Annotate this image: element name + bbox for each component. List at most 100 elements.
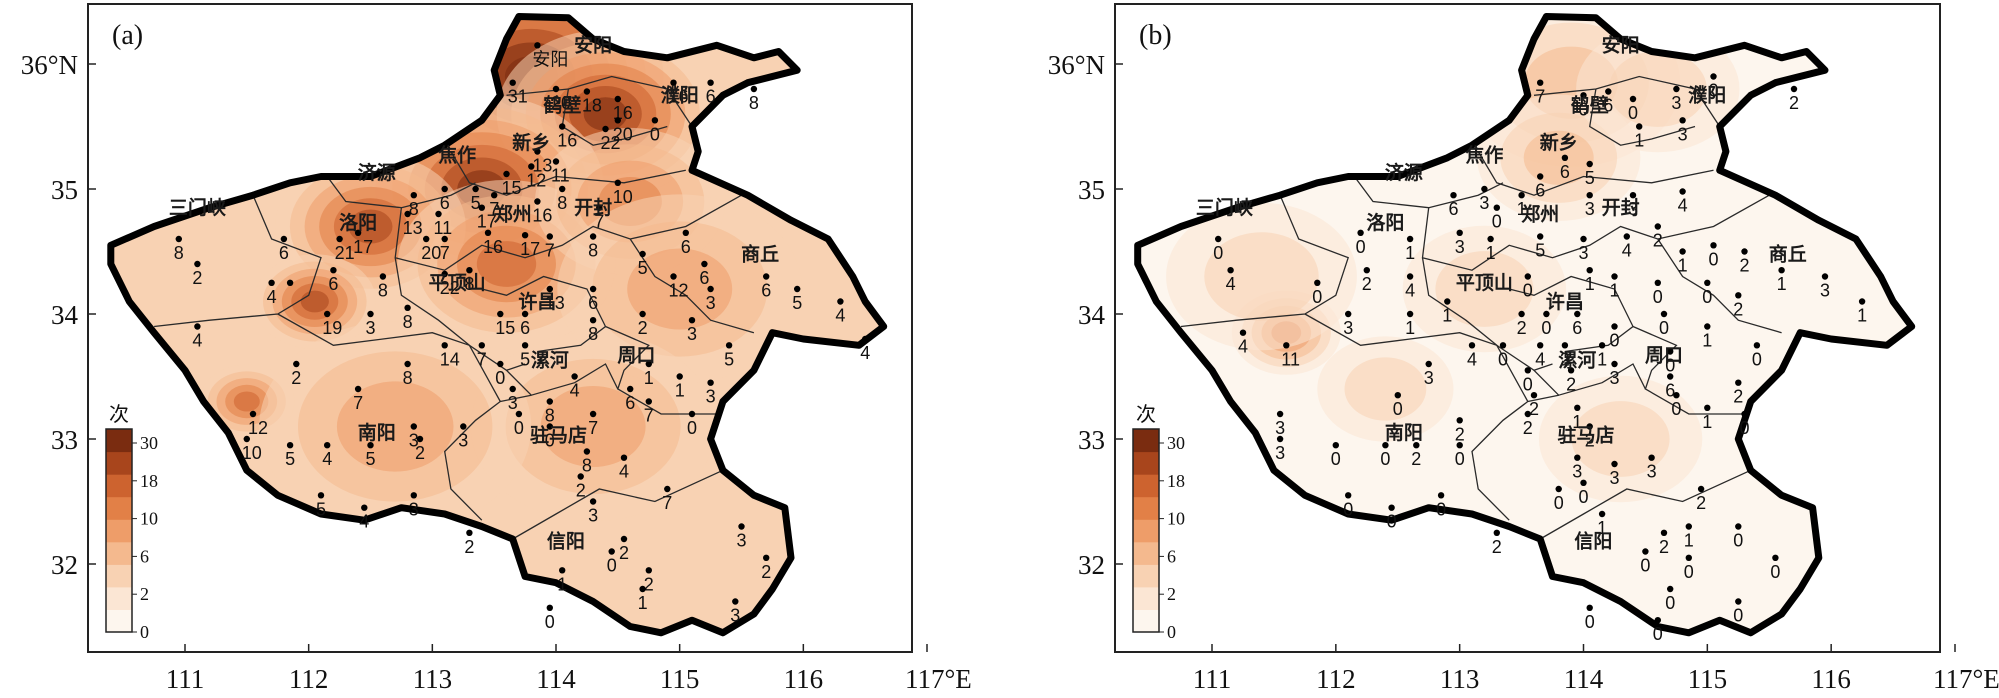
station-count: 0 [1213, 243, 1223, 263]
city-label: 濮阳 [1688, 84, 1726, 107]
station-count: 11 [551, 166, 570, 186]
station-count: 0 [1579, 487, 1589, 507]
station-dot [837, 298, 844, 305]
colorbar-segment [106, 496, 132, 520]
station-dot [521, 232, 529, 239]
prefecture-boundary [450, 151, 686, 196]
prefecture-boundary [394, 257, 470, 346]
colorbar-segment [106, 609, 132, 633]
station-count: 2 [576, 481, 586, 501]
station-dot [1741, 410, 1748, 418]
station-count: 1 [1684, 531, 1694, 551]
station-dot [441, 185, 448, 193]
station-dot [1667, 585, 1674, 593]
station-dot [1710, 73, 1717, 80]
station-dot [460, 423, 467, 430]
station-dot [1735, 523, 1742, 530]
station-dot [614, 117, 621, 124]
station-dot [1493, 204, 1501, 211]
colorbar-segment [106, 586, 132, 610]
station-count: 8 [403, 312, 413, 332]
station-count: 1 [557, 574, 567, 594]
station-count: 0 [1653, 287, 1663, 307]
contour-patch [1344, 357, 1427, 421]
station-dot [1598, 510, 1606, 518]
station-count: 2 [291, 368, 301, 388]
station-dot [1598, 342, 1606, 349]
station-count: 12 [669, 281, 689, 301]
station-count: 3 [1678, 124, 1688, 144]
station-dot [1858, 298, 1866, 305]
station-dot [1425, 360, 1432, 368]
station-count: 5 [1585, 168, 1595, 188]
station-dot [324, 442, 331, 449]
station-count: 0 [1541, 318, 1551, 338]
station-count: 0 [1653, 624, 1663, 644]
city-label: 漯河 [531, 350, 569, 372]
station-count: 21 [335, 243, 355, 263]
city-label: 许昌 [1546, 290, 1584, 313]
station-dot [1654, 279, 1662, 286]
prefecture-boundary [1533, 75, 1721, 127]
station-count: 0 [1523, 281, 1533, 301]
station-dot [589, 285, 597, 293]
station-count: 6 [328, 274, 338, 294]
prefecture-boundary [154, 194, 322, 328]
station-count: 0 [1709, 81, 1719, 101]
station-count: 18 [582, 96, 602, 116]
station-dot [670, 273, 677, 280]
station-count: 0 [1740, 418, 1750, 438]
station-dot [1605, 88, 1612, 95]
colorbar-segment [106, 474, 132, 498]
x-tick-label: 114 [1564, 664, 1604, 694]
station-dot [676, 373, 683, 380]
station-dot [1215, 235, 1222, 243]
station-dot [509, 385, 516, 393]
station-dot [577, 473, 584, 480]
city-label: 濮阳 [661, 84, 699, 107]
colorbar-tick-label: 18 [140, 471, 158, 491]
station-dot [725, 342, 733, 349]
station-dot [1530, 392, 1538, 399]
station-dot [441, 342, 448, 349]
station-dot [1611, 460, 1618, 468]
station-count: 6 [699, 268, 709, 288]
station-count: 4 [1405, 281, 1415, 301]
station-count: 1 [1702, 331, 1712, 351]
station-count: 6 [625, 393, 635, 413]
station-count: 0 [1640, 556, 1650, 576]
station-dot [645, 567, 652, 574]
province-boundary [1134, 13, 1916, 637]
station-count: 2 [1653, 231, 1663, 251]
contour-patch [1571, 401, 1670, 477]
station-dot [441, 235, 448, 243]
station-count: 2 [1529, 399, 1539, 419]
station-count: 6 [681, 237, 691, 257]
station-count: 14 [440, 349, 460, 369]
station-count: 2 [1733, 299, 1743, 319]
station-dot [559, 567, 566, 574]
station-count: 4 [322, 449, 332, 469]
colorbar-frame [1132, 428, 1160, 633]
x-tick-label: 113 [413, 664, 453, 694]
station-count: 22 [601, 133, 621, 153]
station-dot [1437, 492, 1445, 499]
station-dot [1524, 367, 1532, 374]
station-count: 6 [1572, 318, 1582, 338]
colorbar-segment [1133, 429, 1159, 453]
station-count: 3 [1579, 243, 1589, 263]
station-count: 0 [1380, 449, 1390, 469]
prefecture-boundary [481, 275, 607, 353]
station-count: 15 [495, 318, 515, 338]
station-dot [497, 360, 504, 368]
station-count: 1 [1777, 274, 1787, 294]
colorbar-tick-label: 18 [1167, 471, 1185, 491]
colorbar-tick-label: 2 [1167, 584, 1176, 604]
station-count: 8 [749, 93, 759, 113]
station-dot [293, 360, 300, 368]
station-dot [361, 504, 368, 511]
station-dot [404, 304, 411, 311]
prefecture-boundary [1527, 394, 1559, 403]
station-dot [1735, 379, 1742, 386]
